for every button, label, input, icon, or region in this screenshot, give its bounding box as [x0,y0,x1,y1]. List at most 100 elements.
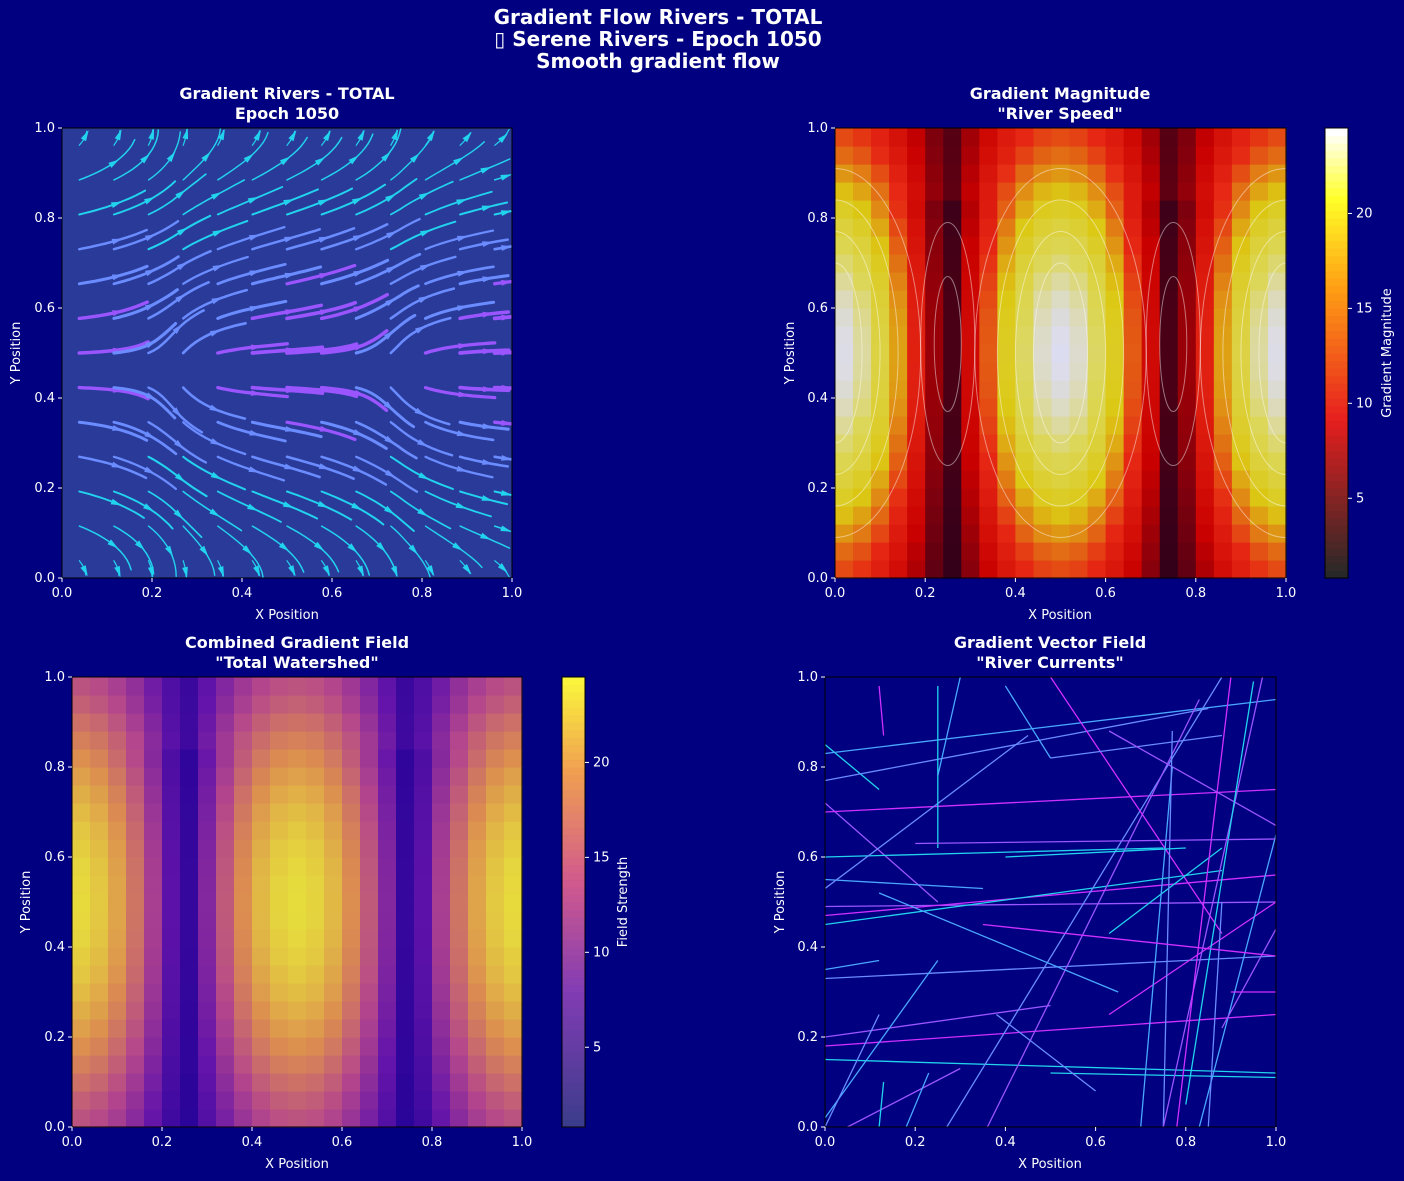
heatmap-cell [1087,398,1107,417]
heatmap-cell [72,965,91,984]
heatmap-cell [1249,146,1269,165]
heatmap-cell [1213,560,1233,579]
heatmap-cell [432,677,451,696]
heatmap-cell [1231,488,1251,507]
heatmap-cell [180,875,199,894]
heatmap-cell [72,893,91,912]
heatmap-cell [180,1073,199,1092]
heatmap-cell [1069,362,1089,381]
streamline-arrow [250,344,262,351]
heatmap-cell [997,488,1016,507]
heatmap-cell [450,893,469,912]
heatmap-cell [1051,254,1071,273]
streamline-arrow [112,310,124,317]
colorbar-tick-label: 20 [1356,206,1373,221]
heatmap-cell [306,893,325,912]
heatmap-cell [1051,362,1071,381]
streamline-arrow [357,565,365,577]
heatmap-cell [252,731,271,750]
heatmap-cell [180,767,199,786]
heatmap-cell [1015,344,1035,363]
heatmap-cell [1249,434,1269,453]
heatmap-cell [997,128,1016,147]
colorbar-segment [562,789,585,798]
heatmap-cell [979,218,998,237]
streamline-arrow [313,541,325,551]
heatmap-cell [252,1019,271,1038]
heatmap-cell [108,1091,127,1110]
streamline-arrow [482,423,494,430]
heatmap-cell [835,200,854,219]
heatmap-cell [1159,416,1179,435]
heatmap-cell [1033,254,1053,273]
heatmap-cell [889,380,908,399]
heatmap-cell [144,839,163,858]
colorbar-frame [561,676,586,1128]
heatmap-cell [342,677,361,696]
heatmap-cell [835,362,854,381]
heatmap-cell [252,695,271,714]
x-tick-label: 0.6 [332,1135,353,1150]
x-tick-label: 0.4 [242,1135,263,1150]
heatmap-cell [252,713,271,732]
heatmap-cell [1141,488,1161,507]
vector-segment [825,1013,1276,1047]
y-tick-label: 0.6 [44,850,65,865]
heatmap-cell [360,893,379,912]
streamline-arrow [110,201,123,208]
heatmap-cell [979,488,998,507]
heatmap-cell [1051,470,1071,489]
y-tick-label: 0.8 [807,211,828,226]
vector-segments [825,677,1276,1127]
heatmap-cell [216,839,235,858]
heatmap-cell [306,857,325,876]
heatmap-cell [450,1019,469,1038]
streamline-arrow [352,234,365,242]
heatmap-cell [324,1091,343,1110]
heatmap-cell [1159,488,1179,507]
heatmap-cell [1267,218,1287,237]
heatmap-cell [997,416,1016,435]
streamline-arrow [176,227,188,236]
heatmap-cell [1033,362,1053,381]
heatmap-cell [486,731,505,750]
heatmap-cell [925,218,944,237]
heatmap-cell [979,344,998,363]
heatmap-cell [342,947,361,966]
x-tick-label: 0.6 [322,586,343,601]
heatmap-cell [414,893,433,912]
heatmap-cell [871,308,890,327]
heatmap-cell [979,524,998,543]
heatmap-cell [1213,290,1233,309]
heatmap-cell [943,452,962,471]
heatmap-cell [504,983,523,1002]
heatmap-cell [889,254,908,273]
heatmap-cell [1033,164,1053,183]
heatmap-cell [1141,344,1161,363]
streamline-arrow [482,311,494,318]
heatmap-cell [853,146,872,165]
heatmap-cell [126,911,145,930]
heatmap-cell [1069,470,1089,489]
streamline-arrow [111,238,123,245]
heatmap-cell [468,1091,487,1110]
heatmap-cell [889,272,908,291]
heatmap-cell [1033,272,1053,291]
magnitude-xlabel: X Position [1028,608,1092,623]
heatmap-cell [306,1055,325,1074]
heatmap-cell [1159,128,1179,147]
heatmap-cell [1087,488,1107,507]
heatmap-cell [342,911,361,930]
colorbar-segment [562,909,585,918]
panel-vectors: Gradient Vector Field "River Currents" 0… [773,633,1286,1172]
streamline-arrow [144,431,156,439]
heatmap-cell [1249,254,1269,273]
heatmap-cell [216,947,235,966]
heatmap-cell [1105,524,1125,543]
streamline-arrow [353,305,365,313]
streamline-arrow [135,540,145,551]
vectors-title-1: Gradient Vector Field [954,633,1146,652]
heatmap-cell [324,803,343,822]
heatmap-cell [396,749,415,768]
